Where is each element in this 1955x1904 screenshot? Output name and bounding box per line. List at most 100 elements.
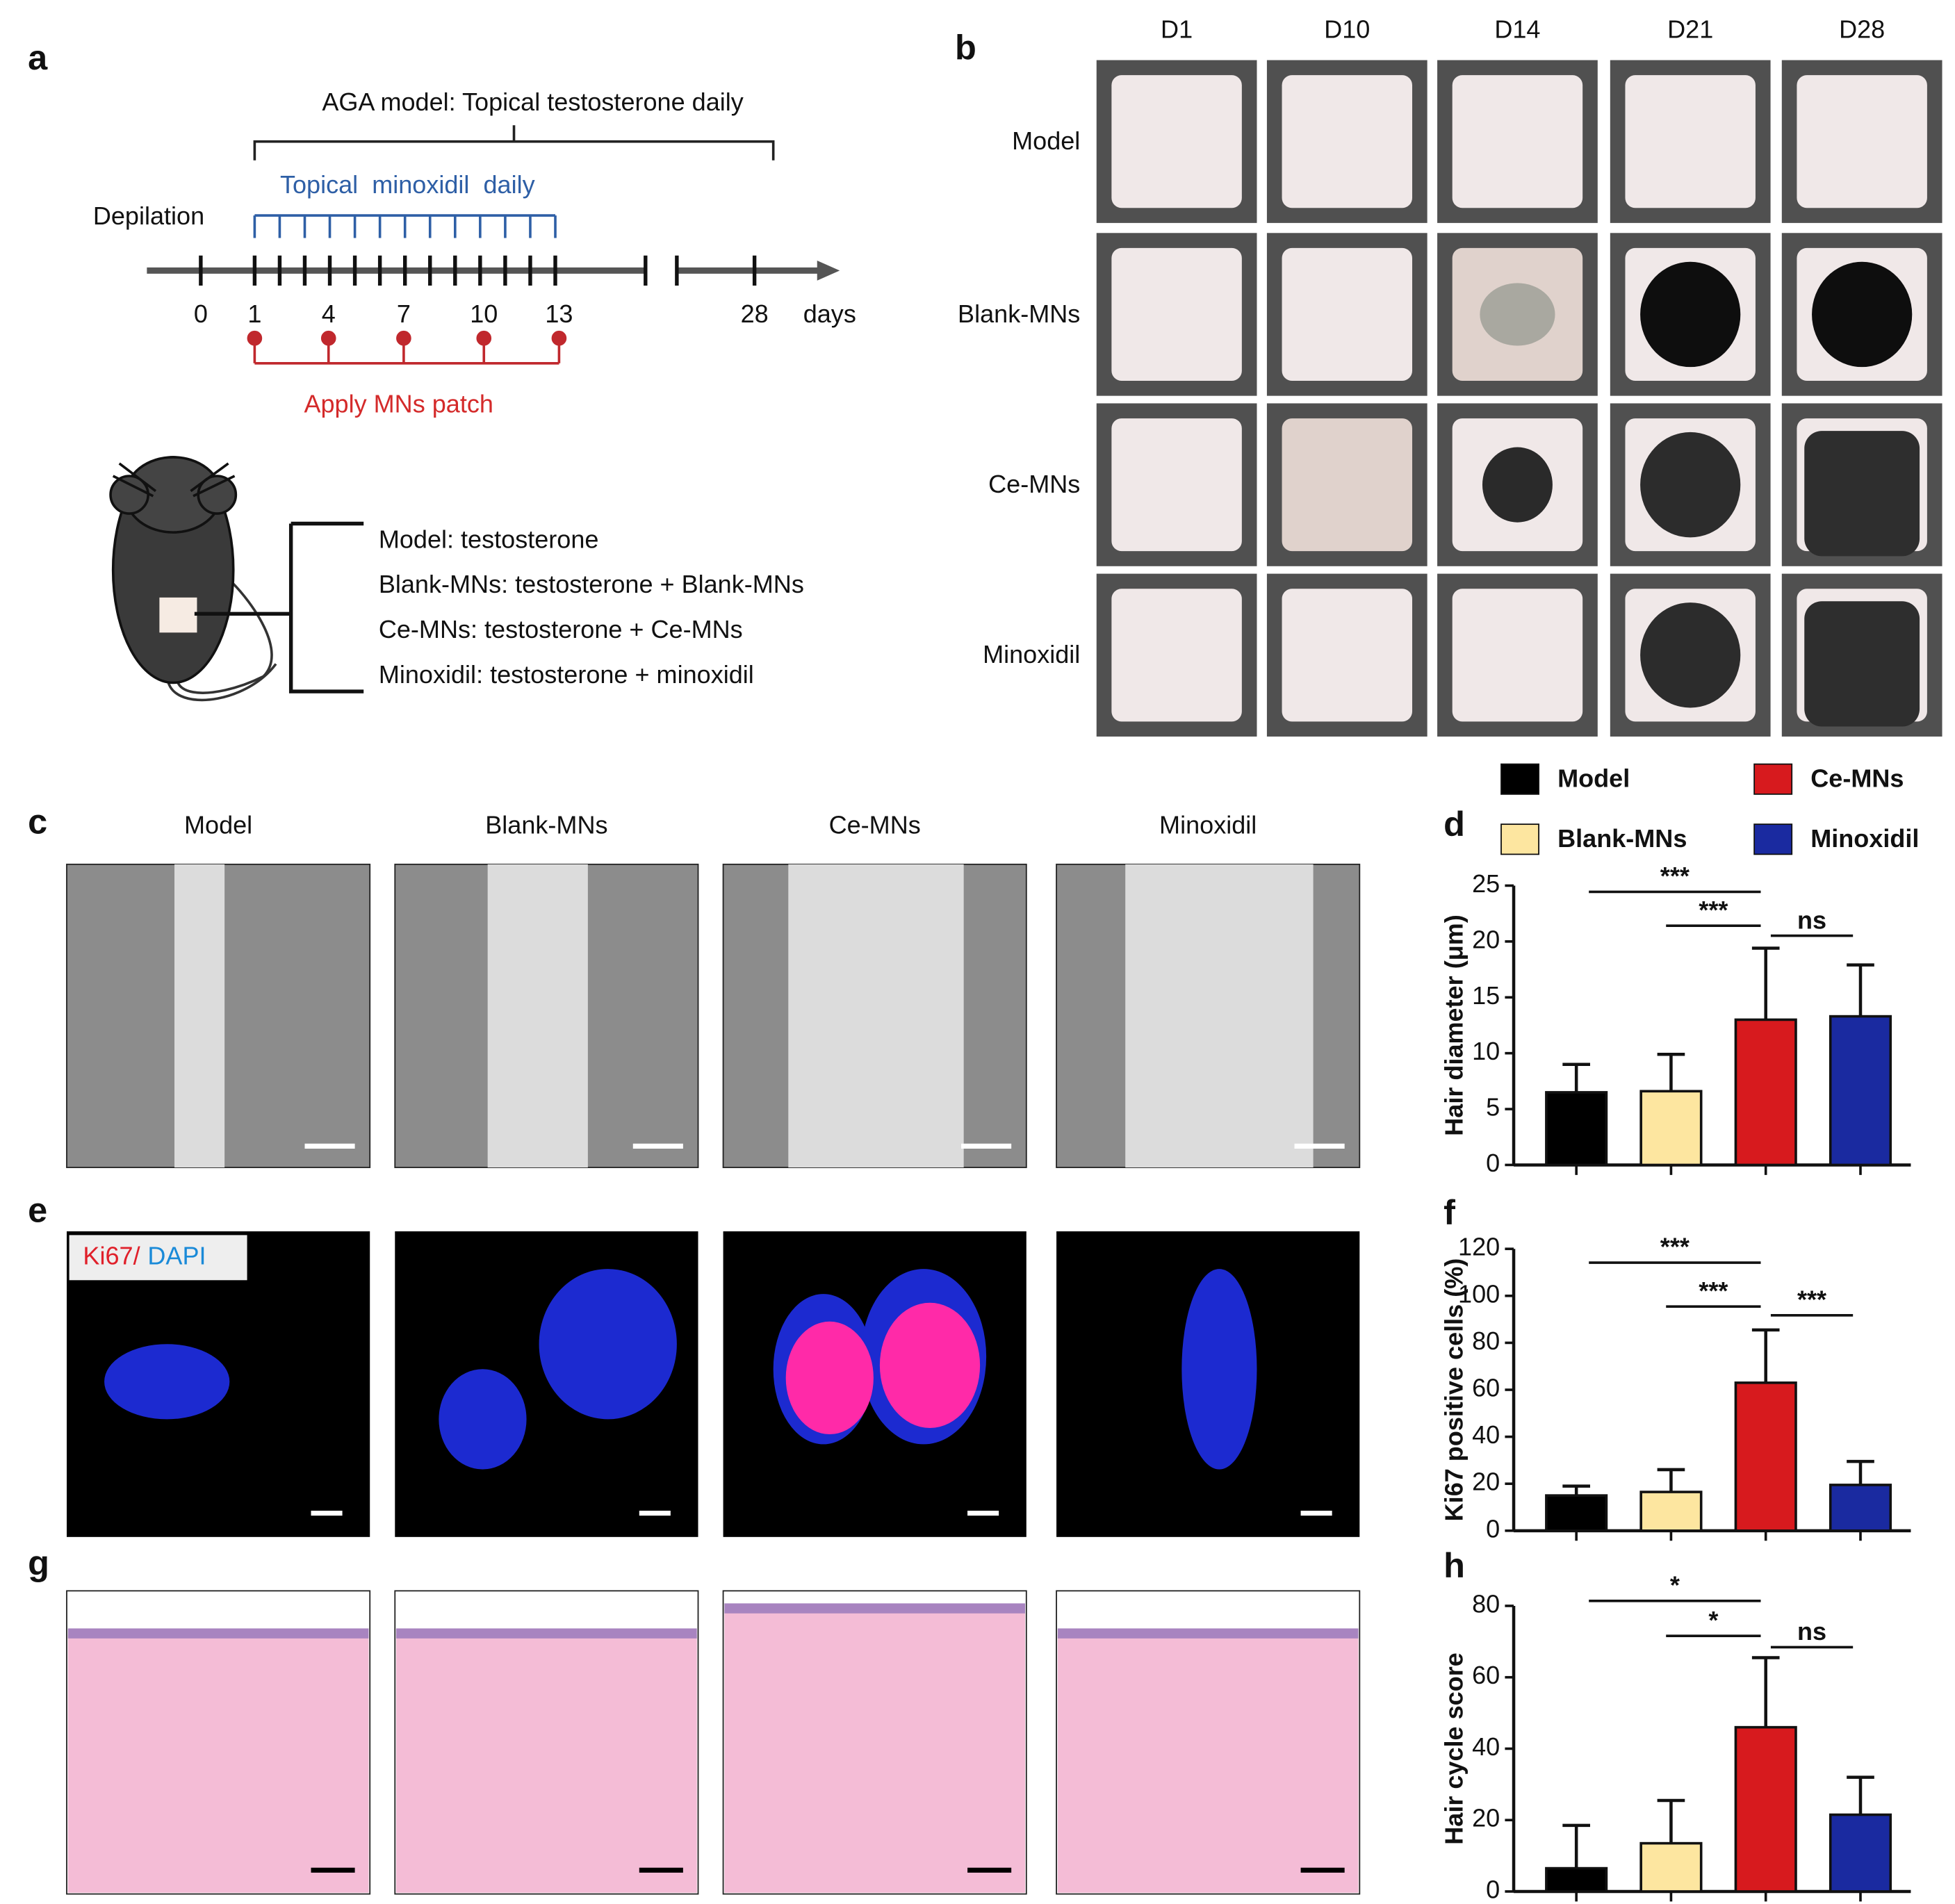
y-tick-label: 0 xyxy=(1486,1149,1500,1177)
timeline-ticks xyxy=(199,255,757,286)
bar xyxy=(1639,1841,1703,1893)
significance-label: *** xyxy=(1699,1277,1728,1305)
he-tissue xyxy=(67,1634,369,1893)
significance-label: ns xyxy=(1797,1617,1826,1646)
stain-label: DAPI xyxy=(147,1241,206,1270)
panel-label: h xyxy=(1443,1545,1465,1585)
column-label: D14 xyxy=(1494,15,1540,44)
legend-swatch xyxy=(1500,823,1539,855)
bar xyxy=(1734,1381,1797,1532)
he-band xyxy=(724,1603,1025,1614)
photo-hair xyxy=(1640,432,1741,538)
y-tick-label: 20 xyxy=(1472,1804,1500,1832)
bar xyxy=(1829,1015,1892,1167)
legend-swatch xyxy=(1500,763,1539,795)
panel-label: g xyxy=(28,1543,49,1583)
significance-label: ns xyxy=(1797,905,1826,934)
bar xyxy=(1829,1484,1892,1532)
panel-label: c xyxy=(28,801,47,841)
y-tick-label: 0 xyxy=(1486,1875,1500,1903)
minoxidil-comb xyxy=(253,214,557,238)
he-band xyxy=(67,1628,369,1639)
photo-hair xyxy=(1480,283,1555,346)
legend-label: Minoxidil xyxy=(1810,824,1919,853)
y-axis-label: Hair cycle score xyxy=(1440,1652,1469,1845)
nuclei xyxy=(539,1269,677,1420)
row-label: Ce-MNs xyxy=(988,470,1080,498)
timeline-label: 1 xyxy=(247,299,261,328)
y-axis-label: Ki67 positive cells (%) xyxy=(1440,1258,1469,1522)
patch-dot xyxy=(247,330,263,346)
mouse xyxy=(109,456,364,702)
column-label: D1 xyxy=(1161,15,1193,44)
y-tick-label: 5 xyxy=(1486,1093,1500,1122)
sem-hair xyxy=(788,864,964,1168)
timeline-label: 28 xyxy=(741,299,769,328)
ki67 xyxy=(785,1321,874,1435)
bar xyxy=(1829,1813,1892,1893)
bar xyxy=(1545,1494,1608,1532)
bar xyxy=(1545,1866,1608,1893)
he-band xyxy=(1057,1628,1359,1639)
he-tissue xyxy=(1057,1634,1359,1893)
significance-label: *** xyxy=(1699,896,1728,924)
photo-hair xyxy=(1804,431,1920,557)
row-label: Model xyxy=(1012,126,1080,155)
he-band xyxy=(396,1628,697,1639)
photo-skin xyxy=(1111,589,1242,722)
group-label: Ce-MNs: testosterone + Ce-MNs xyxy=(379,615,743,643)
patch-dot xyxy=(476,330,492,346)
legend-swatch xyxy=(1753,763,1793,795)
legend-label: Ce-MNs xyxy=(1810,764,1904,793)
photo-hair xyxy=(1804,601,1920,727)
significance-label: * xyxy=(1670,1570,1680,1599)
stain-label: Ki67/ xyxy=(83,1241,140,1270)
photo-skin xyxy=(1111,247,1242,381)
photo-hair xyxy=(1482,447,1553,523)
row-label: Blank-MNs xyxy=(958,299,1080,328)
bar xyxy=(1734,1018,1797,1167)
photo-skin xyxy=(1111,75,1242,208)
significance-label: *** xyxy=(1660,862,1690,890)
patch-marks xyxy=(247,330,567,365)
timeline-label: 0 xyxy=(194,299,208,328)
y-tick-label: 0 xyxy=(1486,1514,1500,1543)
legend-label: Model xyxy=(1557,764,1630,793)
y-tick-label: 20 xyxy=(1472,1468,1500,1496)
panel-label: b xyxy=(955,27,976,67)
patch-dot xyxy=(551,330,567,346)
y-tick-label: 60 xyxy=(1472,1661,1500,1689)
photo-skin xyxy=(1452,589,1583,722)
y-tick-label: 40 xyxy=(1472,1420,1500,1449)
panel-label: d xyxy=(1443,804,1465,844)
sem-hair xyxy=(487,864,588,1168)
photo-skin xyxy=(1282,589,1413,722)
panel-label: f xyxy=(1443,1192,1455,1232)
minoxidil-label: Topical minoxidil daily xyxy=(280,170,535,199)
group-label: Blank-MNs: testosterone + Blank-MNs xyxy=(379,570,804,598)
significance-label: * xyxy=(1708,1606,1718,1634)
y-axis-label: Hair diameter (μm) xyxy=(1440,914,1469,1136)
patch-dot xyxy=(320,330,336,346)
photo-skin xyxy=(1282,247,1413,381)
significance-label: *** xyxy=(1797,1285,1826,1313)
y-tick-label: 100 xyxy=(1458,1279,1500,1308)
ki67 xyxy=(879,1302,981,1428)
y-tick-label: 10 xyxy=(1472,1037,1500,1065)
photo-hair xyxy=(1640,261,1741,368)
sem-hair xyxy=(1125,864,1314,1168)
significance-label: *** xyxy=(1660,1233,1690,1261)
column-label: D10 xyxy=(1324,15,1370,44)
nuclei xyxy=(439,1369,527,1470)
bar xyxy=(1545,1091,1608,1167)
sem-hair xyxy=(174,864,225,1168)
column-label: Model xyxy=(184,810,252,839)
timeline-label: 13 xyxy=(545,299,573,328)
photo-skin xyxy=(1452,75,1583,208)
bar xyxy=(1734,1725,1797,1893)
timeline-arrow xyxy=(817,260,840,281)
y-tick-label: 20 xyxy=(1472,925,1500,953)
column-label: Ce-MNs xyxy=(829,810,921,839)
photo-skin xyxy=(1111,418,1242,552)
